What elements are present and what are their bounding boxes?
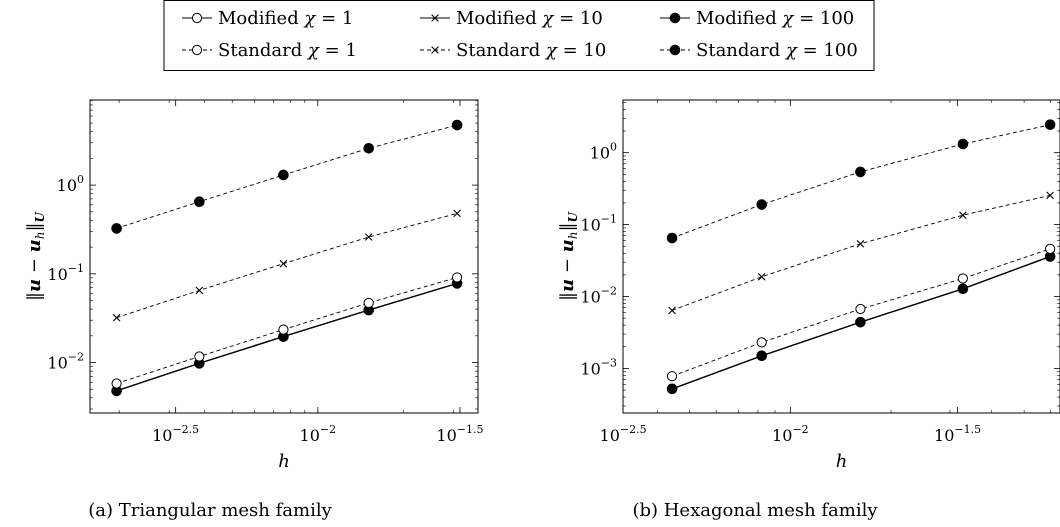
- data-point: [756, 350, 767, 362]
- y-tick-label: 10−3: [580, 356, 617, 378]
- x-axis-label: h: [836, 451, 848, 472]
- legend-entry: Standard χ = 1: [182, 40, 357, 61]
- y-axis-label: ‖u − uh‖U: [557, 211, 580, 301]
- data-point: [957, 138, 969, 150]
- legend-marker: [191, 44, 203, 56]
- legend-frame: [163, 0, 875, 71]
- data-point: [279, 259, 288, 268]
- data-point: [363, 297, 374, 309]
- legend: Modified χ = 1 Modified χ = 10 Modified χ …: [163, 0, 875, 71]
- y-tick-label: 10−2: [580, 285, 617, 307]
- data-point: [666, 383, 678, 395]
- y-tick-label: 10−1: [47, 262, 84, 284]
- legend-label: Modified χ = 10: [456, 8, 603, 29]
- legend-marker: [431, 46, 439, 54]
- data-point: [1045, 243, 1056, 254]
- x-tick-label: 10−2: [300, 423, 337, 445]
- panel-caption: (b) Hexagonal mesh family: [632, 500, 878, 521]
- series-line: [671, 124, 1051, 239]
- panel-b-hexagonal: 10−3 10−2 10−1 100 10−2.5 10−2 10−1.5 h ‖u − uh‖…: [557, 99, 1060, 521]
- x-tick-label: 10−2.5: [600, 423, 647, 445]
- data-point: [1044, 119, 1056, 130]
- legend-entry: Standard χ = 10: [420, 40, 606, 61]
- legend-marker: [431, 14, 439, 22]
- data-point: [666, 232, 678, 244]
- x-tick-label: 10−2.5: [152, 423, 199, 445]
- data-point: [855, 303, 866, 315]
- data-point: [666, 371, 678, 382]
- data-point: [112, 313, 121, 322]
- data-point: [364, 233, 373, 241]
- y-tick-label: 100: [57, 173, 84, 195]
- y-axis-label: ‖u − uh‖U: [24, 211, 47, 301]
- data-point: [278, 324, 289, 335]
- legend-entry: Standard χ = 100: [660, 40, 858, 61]
- legend-label: Standard χ = 10: [456, 40, 606, 61]
- legend-entry: Modified χ = 100: [660, 8, 854, 29]
- data-point: [756, 337, 767, 348]
- data-point: [453, 209, 461, 218]
- panel-a-triangular: 10−2 10−1 100 10−2.5 10−2 10−1.5 h ‖u − uh‖U (a)…: [24, 99, 483, 521]
- data-point: [111, 223, 122, 234]
- legend-label: Modified χ = 1: [218, 8, 353, 29]
- data-point: [111, 378, 122, 389]
- data-point: [957, 283, 969, 295]
- data-point: [1046, 191, 1054, 200]
- series-line: [116, 212, 458, 319]
- data-point: [451, 272, 463, 283]
- plot-frame: [89, 99, 479, 414]
- data-point: [363, 142, 374, 154]
- legend-marker: [191, 12, 203, 24]
- series-line: [671, 194, 1051, 311]
- data-point: [278, 169, 289, 181]
- legend-label: Standard χ = 1: [218, 40, 357, 61]
- data-point: [451, 119, 463, 131]
- data-point: [855, 316, 866, 328]
- legend-marker: [669, 44, 681, 56]
- x-axis-label: h: [278, 451, 290, 472]
- data-point: [957, 273, 968, 284]
- x-tick-label: 10−2: [772, 423, 809, 445]
- legend-label: Modified χ = 100: [696, 8, 854, 29]
- y-tick-label: 10−2: [47, 351, 84, 373]
- x-tick-label: 10−1.5: [934, 423, 981, 445]
- data-point: [756, 199, 767, 210]
- data-point: [757, 273, 766, 281]
- data-point: [194, 196, 205, 207]
- data-point: [959, 211, 967, 220]
- data-point: [856, 240, 865, 248]
- plot-frame: [622, 99, 1060, 414]
- legend-marker: [669, 12, 681, 24]
- data-point: [195, 286, 204, 295]
- legend-entry: Modified χ = 10: [420, 8, 603, 29]
- data-point: [194, 351, 205, 362]
- legend-entry: Modified χ = 1: [182, 8, 353, 29]
- y-tick-label: 10−1: [580, 213, 617, 235]
- data-point: [668, 306, 676, 315]
- y-tick-label: 100: [590, 141, 617, 163]
- data-point: [855, 166, 866, 178]
- x-tick-label: 10−1.5: [436, 423, 483, 445]
- legend-label: Standard χ = 100: [696, 40, 858, 61]
- panel-caption: (a) Triangular mesh family: [88, 500, 332, 521]
